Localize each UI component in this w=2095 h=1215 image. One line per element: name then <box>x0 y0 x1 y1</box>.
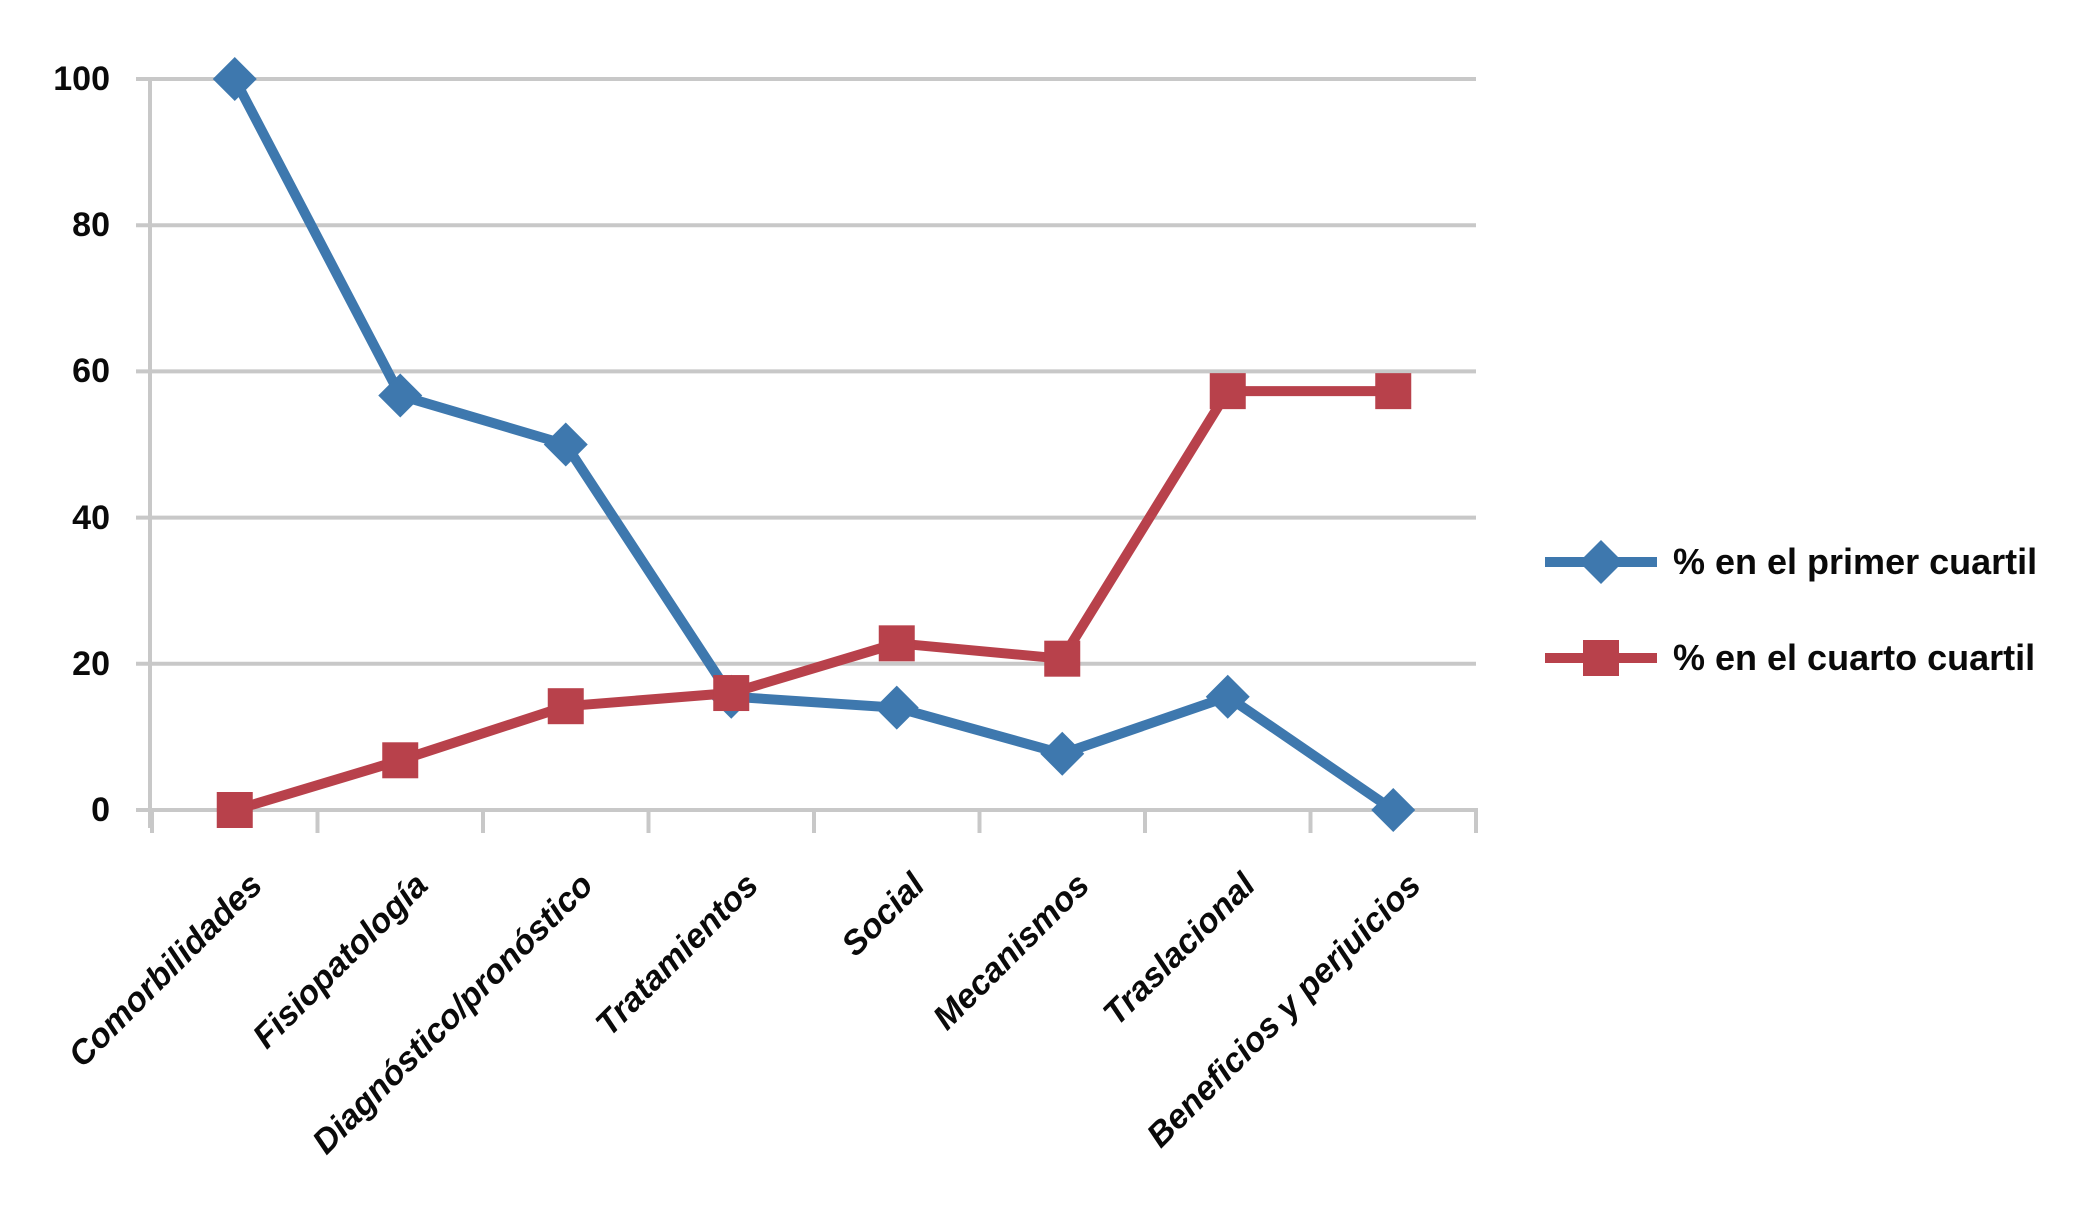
data-point-square <box>713 675 750 712</box>
legend-label: % en el cuarto cuartil <box>1673 637 2036 678</box>
legend-marker-square-icon <box>1545 640 1657 676</box>
data-point-diamond <box>378 373 423 418</box>
data-point-square <box>1044 640 1081 677</box>
legend-marker-diamond-icon <box>1545 540 1657 584</box>
legend: % en el primer cuartil % en el cuarto cu… <box>1545 537 2037 683</box>
data-point-square <box>382 742 419 779</box>
series-primer-cuartil <box>212 57 1416 832</box>
data-point-square <box>547 688 584 725</box>
series-cuarto-cuartil <box>216 373 1412 828</box>
y-axis-tick-label: 20 <box>72 644 110 683</box>
data-point-diamond <box>1040 731 1085 776</box>
legend-label: % en el primer cuartil <box>1673 541 2038 582</box>
axes <box>136 79 1478 833</box>
legend-item-primer-cuartil: % en el primer cuartil <box>1545 537 2037 587</box>
y-axis-tick-label: 100 <box>53 60 110 98</box>
data-point-diamond <box>1205 674 1250 719</box>
y-axis-tick-label: 0 <box>91 791 110 829</box>
data-point-diamond <box>212 57 257 101</box>
series-line <box>233 386 1394 815</box>
data-point-diamond <box>874 685 919 730</box>
y-axis-tick-label: 40 <box>72 498 110 537</box>
data-point-square <box>1209 373 1246 410</box>
data-point-square <box>878 625 915 662</box>
y-axis-tick-label: 60 <box>72 352 110 391</box>
data-point-diamond <box>1371 788 1416 832</box>
data-point-square <box>1375 373 1412 410</box>
y-axis-tick-label: 80 <box>72 206 110 245</box>
data-point-square <box>216 792 253 828</box>
series-line <box>230 76 1397 815</box>
data-point-diamond <box>543 422 588 467</box>
legend-item-cuarto-cuartil: % en el cuarto cuartil <box>1545 633 2037 683</box>
